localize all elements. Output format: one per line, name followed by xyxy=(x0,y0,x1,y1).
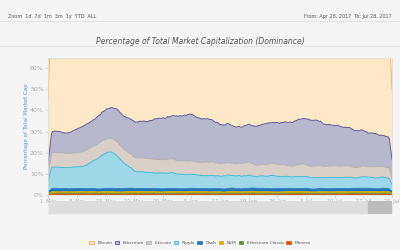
Bar xyxy=(368,201,392,214)
Text: Percentage of Total Market Capitalization (Dominance): Percentage of Total Market Capitalizatio… xyxy=(96,37,304,46)
Legend: Bitcoin, Ethereum, Litecoin, Ripple, Dash, NEM, Ethereum Classic, Monero: Bitcoin, Ethereum, Litecoin, Ripple, Das… xyxy=(88,239,312,246)
Text: Zoom  1d  7d  1m  3m  1y  YTD  ALL: Zoom 1d 7d 1m 3m 1y YTD ALL xyxy=(8,14,96,19)
Text: From: Apr 28, 2017  To: Jul 28, 2017: From: Apr 28, 2017 To: Jul 28, 2017 xyxy=(304,14,392,19)
Y-axis label: Percentage of Total Market Cap: Percentage of Total Market Cap xyxy=(24,84,28,169)
